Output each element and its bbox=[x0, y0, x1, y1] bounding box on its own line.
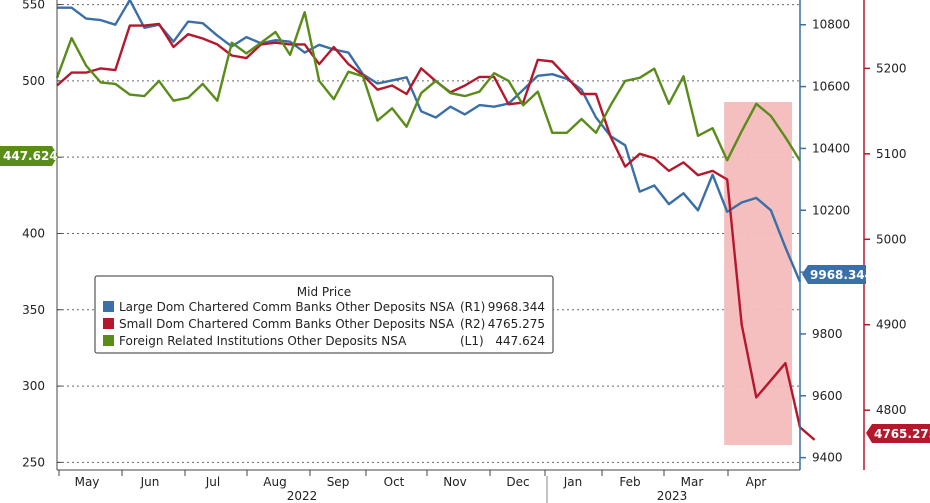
legend-value-small: 4765.275 bbox=[488, 317, 545, 331]
series-line-2 bbox=[55, 10, 802, 162]
legend-axis-large: (R1) bbox=[460, 300, 485, 314]
legend-box bbox=[94, 275, 554, 354]
right2-tick-label: 4800 bbox=[876, 403, 907, 417]
year-label: 2022 bbox=[287, 489, 318, 503]
series-group bbox=[55, 0, 816, 441]
month-label: Apr bbox=[746, 475, 767, 489]
right1-tick-label: 10200 bbox=[812, 203, 850, 217]
month-label: Jun bbox=[140, 475, 160, 489]
right2-tick-label: 5100 bbox=[876, 147, 907, 161]
right1-tick-label: 10600 bbox=[812, 80, 850, 94]
legend-swatch-large bbox=[103, 301, 114, 312]
legend-axis-foreign: (L1) bbox=[460, 334, 484, 348]
month-label: Dec bbox=[506, 475, 529, 489]
badge-right1-text: 9968.344 bbox=[810, 268, 873, 282]
series-line-0 bbox=[57, 0, 802, 283]
left-tick-label: 500 bbox=[22, 74, 45, 88]
axes-group: 2503003504004505005509400960098001000010… bbox=[22, 0, 907, 503]
month-label: Sep bbox=[327, 475, 350, 489]
legend-label-large: Large Dom Chartered Comm Banks Other Dep… bbox=[119, 300, 455, 314]
legend-axis-small: (R2) bbox=[460, 317, 485, 331]
month-label: Nov bbox=[443, 475, 466, 489]
series-line-1 bbox=[56, 22, 816, 441]
year-label: 2023 bbox=[657, 489, 688, 503]
right2-tick-label: 4900 bbox=[876, 318, 907, 332]
left-tick-label: 400 bbox=[22, 226, 45, 240]
month-label: May bbox=[75, 475, 100, 489]
right1-tick-label: 9600 bbox=[812, 389, 843, 403]
right1-tick-label: 10400 bbox=[812, 141, 850, 155]
badge-left-text: 447.624 bbox=[3, 149, 58, 163]
month-label: Feb bbox=[619, 475, 640, 489]
legend-title: Mid Price bbox=[297, 285, 351, 299]
right1-tick-label: 10800 bbox=[812, 18, 850, 32]
right1-tick-label: 9400 bbox=[812, 451, 843, 465]
left-tick-label: 250 bbox=[22, 455, 45, 469]
legend-value-foreign: 447.624 bbox=[495, 334, 545, 348]
legend-swatch-foreign bbox=[103, 335, 114, 346]
month-label: Oct bbox=[384, 475, 405, 489]
legend-swatch-small bbox=[103, 318, 114, 329]
badge-right2: 4765.275 bbox=[866, 424, 930, 443]
badge-right1: 9968.344 bbox=[802, 265, 873, 284]
right2-tick-label: 5000 bbox=[876, 232, 907, 246]
month-label: Mar bbox=[681, 475, 704, 489]
badge-right2-text: 4765.275 bbox=[874, 427, 930, 441]
month-label: Aug bbox=[263, 475, 286, 489]
left-tick-label: 550 bbox=[22, 0, 45, 12]
legend-label-small: Small Dom Chartered Comm Banks Other Dep… bbox=[119, 317, 455, 331]
legend-value-large: 9968.344 bbox=[488, 300, 545, 314]
legend: Mid Price Large Dom Chartered Comm Banks… bbox=[94, 275, 554, 354]
badge-left: 447.624 bbox=[0, 146, 58, 166]
right2-tick-label: 5200 bbox=[876, 61, 907, 75]
legend-label-foreign: Foreign Related Institutions Other Depos… bbox=[119, 334, 407, 348]
month-label: Jan bbox=[563, 475, 583, 489]
right1-tick-label: 9800 bbox=[812, 327, 843, 341]
month-label: Jul bbox=[205, 475, 220, 489]
left-tick-label: 300 bbox=[22, 379, 45, 393]
left-tick-label: 350 bbox=[22, 303, 45, 317]
